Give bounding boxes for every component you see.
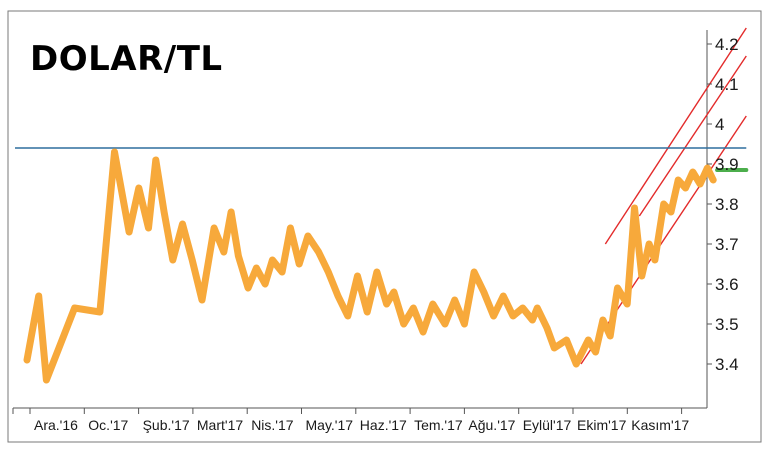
x-tick-label: Ağu.'17 [468, 417, 515, 433]
x-tick-label: Eylül'17 [523, 417, 572, 433]
x-tick-label: Şub.'17 [143, 417, 190, 433]
x-tick-label: Ekim'17 [577, 417, 627, 433]
channel-line-2 [638, 55, 747, 217]
y-tick-label: 3.9 [715, 155, 739, 174]
x-tick-label: Oc.'17 [88, 417, 128, 433]
y-axis-ticks: 3.4 3.5 3.6 3.7 3.8 3.9 4 4.1 4.2 [707, 35, 739, 374]
y-tick-label: 3.5 [715, 315, 739, 334]
x-tick-label: Tem.'17 [414, 417, 463, 433]
x-tick-label: Haz.'17 [360, 417, 407, 433]
channel-line-1 [580, 115, 747, 365]
y-tick-label: 4.2 [715, 35, 739, 54]
x-tick-label: Kasım'17 [631, 417, 689, 433]
x-tick-label: Nis.'17 [251, 417, 294, 433]
y-tick-label: 4 [715, 115, 724, 134]
chart-title: DOLAR/TL [30, 39, 223, 79]
y-tick-label: 4.1 [715, 75, 739, 94]
series-line-main [23, 148, 717, 384]
channel-line-3 [604, 27, 747, 245]
x-axis-ticks: Ara.'16 Oc.'17 Şub.'17 Mart'17 Nis.'17 May.'1… [12, 408, 689, 433]
y-tick-label: 3.8 [715, 195, 739, 214]
series-group [23, 148, 749, 384]
x-tick-label: Ara.'16 [34, 417, 78, 433]
x-tick-label: May.'17 [306, 417, 354, 433]
y-tick-label: 3.4 [715, 355, 739, 374]
y-tick-label: 3.7 [715, 235, 739, 254]
chart-border [7, 10, 762, 443]
channel-lines [580, 27, 747, 365]
y-tick-label: 3.6 [715, 275, 739, 294]
x-tick-label: Mart'17 [197, 417, 243, 433]
